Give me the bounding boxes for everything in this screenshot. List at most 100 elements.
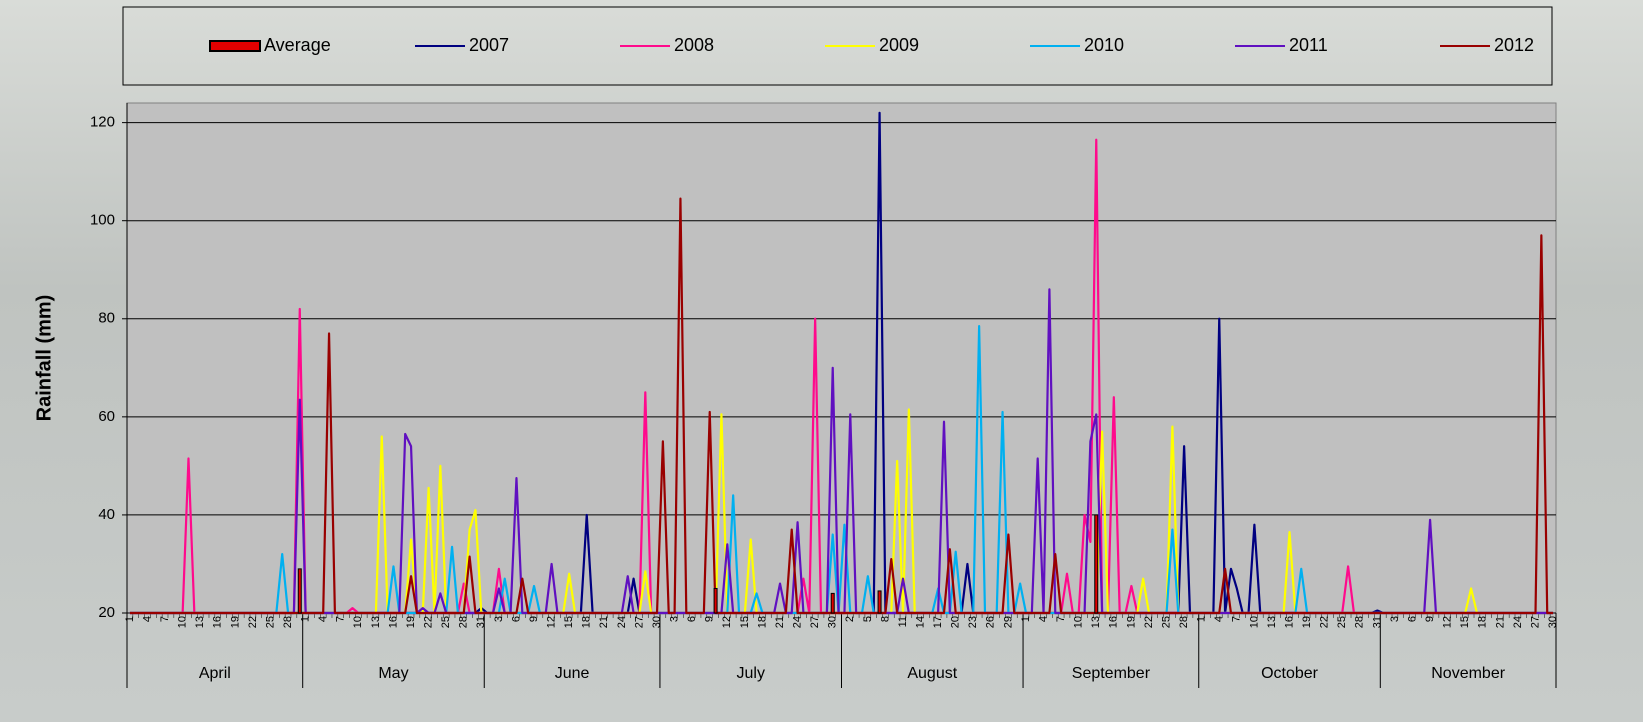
x-tick-label: 18 <box>756 616 768 628</box>
x-tick-label: 1 <box>1196 616 1208 622</box>
x-tick-label: 13 <box>1266 616 1278 628</box>
legend-swatch <box>209 40 261 52</box>
bar <box>830 592 835 614</box>
x-tick-label: 28 <box>1354 616 1366 628</box>
month-label: August <box>907 665 957 682</box>
x-tick-label: 7 <box>159 616 171 622</box>
x-tick-label: 25 <box>264 616 276 628</box>
x-tick-label: 24 <box>1512 616 1524 628</box>
x-tick-label: 15 <box>739 616 751 628</box>
x-tick-label: 21 <box>774 616 786 628</box>
x-tick-label: 31 <box>475 616 487 628</box>
x-tick-label: 10 <box>1073 616 1085 628</box>
month-label: October <box>1261 665 1319 682</box>
y-tick-label: 80 <box>98 310 115 327</box>
x-tick-label: 16 <box>1283 616 1295 628</box>
x-tick-label: 1 <box>124 616 136 622</box>
x-tick-label: 26 <box>985 616 997 628</box>
month-label: April <box>199 665 231 682</box>
x-tick-label: 13 <box>370 616 382 628</box>
x-tick-label: 18 <box>1477 616 1489 628</box>
month-label: July <box>736 665 764 682</box>
x-tick-label: 6 <box>510 616 522 622</box>
month-label: September <box>1072 665 1151 682</box>
x-tick-label: 30 <box>1547 616 1559 628</box>
y-tick-label: 40 <box>98 506 115 523</box>
x-tick-label: 27 <box>633 616 645 628</box>
x-tick-label: 22 <box>423 616 435 628</box>
x-tick-label: 15 <box>563 616 575 628</box>
legend-label: 2012 <box>1494 35 1534 55</box>
legend-label: 2008 <box>674 35 714 55</box>
x-tick-label: 13 <box>194 616 206 628</box>
x-tick-label: 18 <box>581 616 593 628</box>
x-tick-label: 24 <box>791 616 803 628</box>
x-tick-label: 12 <box>1442 616 1454 628</box>
y-tick-label: 120 <box>90 114 115 131</box>
x-tick-label: 17 <box>932 616 944 628</box>
x-tick-label: 16 <box>1108 616 1120 628</box>
x-tick-label: 23 <box>967 616 979 628</box>
x-tick-label: 27 <box>809 616 821 628</box>
x-tick-label: 30 <box>651 616 663 628</box>
x-tick-label: 24 <box>616 616 628 628</box>
bar <box>713 587 718 614</box>
x-tick-label: 9 <box>704 616 716 622</box>
x-tick-label: 12 <box>721 616 733 628</box>
plot-area <box>126 102 1557 614</box>
x-tick-label: 4 <box>1213 616 1225 622</box>
x-tick-label: 10 <box>1248 616 1260 628</box>
x-tick-label: 3 <box>493 616 505 622</box>
x-tick-label: 22 <box>247 616 259 628</box>
x-tick-label: 11 <box>897 616 909 627</box>
x-tick-label: 22 <box>1143 616 1155 628</box>
x-tick-label: 30 <box>827 616 839 628</box>
x-tick-label: 1 <box>1020 616 1032 622</box>
x-tick-label: 28 <box>1178 616 1190 628</box>
month-label: November <box>1431 665 1505 682</box>
x-tick-label: 16 <box>387 616 399 628</box>
x-tick-label: 12 <box>546 616 558 628</box>
legend-label: 2009 <box>879 35 919 55</box>
x-tick-label: 20 <box>950 616 962 628</box>
x-tick-label: 6 <box>1406 616 1418 622</box>
y-axis-title: Rainfall (mm) <box>33 295 55 422</box>
x-tick-label: 10 <box>352 616 364 628</box>
x-tick-label: 19 <box>405 616 417 628</box>
x-tick-label: 5 <box>862 616 874 622</box>
legend-label: 2007 <box>469 35 509 55</box>
bar <box>297 568 302 614</box>
x-tick-label: 16 <box>212 616 224 628</box>
x-tick-label: 9 <box>1424 616 1436 622</box>
x-tick-label: 19 <box>1301 616 1313 628</box>
x-tick-label: 21 <box>1494 616 1506 628</box>
month-label: May <box>378 665 408 682</box>
month-label: June <box>555 665 590 682</box>
x-tick-label: 28 <box>458 616 470 628</box>
x-tick-label: 7 <box>335 616 347 622</box>
x-tick-label: 8 <box>879 616 891 622</box>
x-tick-label: 7 <box>1055 616 1067 622</box>
x-tick-label: 15 <box>1459 616 1471 628</box>
x-tick-label: 6 <box>686 616 698 622</box>
x-tick-label: 22 <box>1319 616 1331 628</box>
x-tick-label: 25 <box>440 616 452 628</box>
x-tick-label: 19 <box>229 616 241 628</box>
x-tick-label: 7 <box>1231 616 1243 622</box>
x-tick-label: 1 <box>300 616 312 622</box>
x-tick-label: 4 <box>317 616 329 622</box>
y-tick-label: 60 <box>98 408 115 425</box>
y-tick-label: 20 <box>98 604 115 621</box>
x-tick-label: 21 <box>598 616 610 628</box>
x-tick-label: 4 <box>1037 616 1049 622</box>
x-tick-label: 25 <box>1336 616 1348 628</box>
x-tick-label: 31 <box>1371 616 1383 628</box>
x-tick-label: 4 <box>141 616 153 622</box>
x-tick-label: 14 <box>914 616 926 628</box>
x-tick-label: 29 <box>1002 616 1014 628</box>
x-tick-label: 28 <box>282 616 294 628</box>
x-tick-label: 19 <box>1125 616 1137 628</box>
x-tick-label: 10 <box>177 616 189 628</box>
x-tick-label: 9 <box>528 616 540 622</box>
